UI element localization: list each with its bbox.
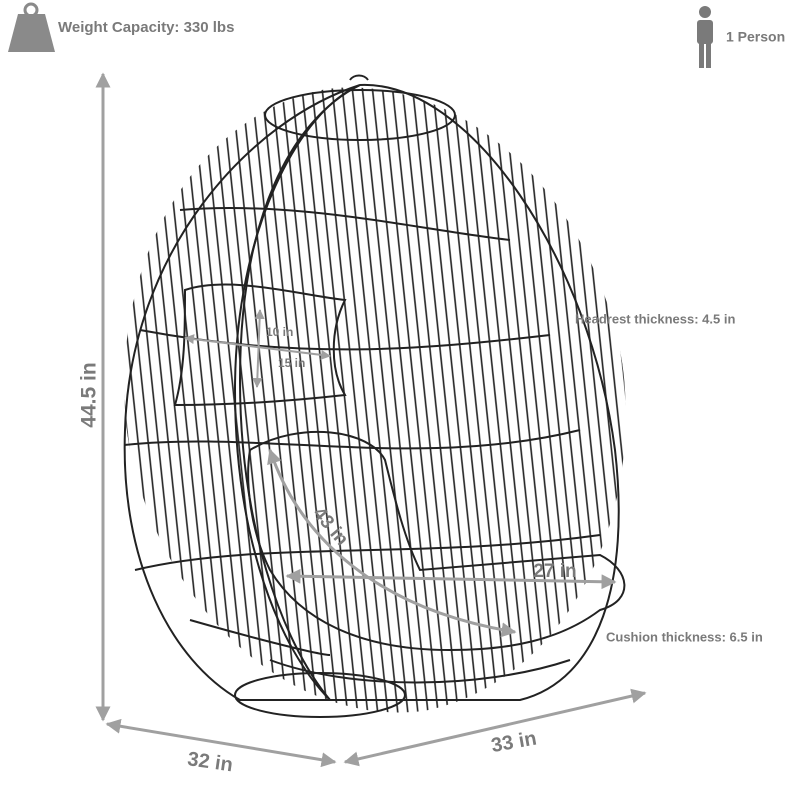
base-depth-label: 32 in bbox=[186, 748, 234, 776]
weight-capacity: Weight Capacity: 330 lbs bbox=[58, 19, 234, 36]
seat-width-arrow bbox=[285, 568, 617, 590]
base-width-arrow bbox=[343, 688, 647, 767]
occupancy: 1 Person bbox=[726, 29, 785, 45]
base-depth-arrow bbox=[105, 718, 337, 768]
egg-chair bbox=[123, 74, 626, 718]
weight-icon bbox=[8, 14, 55, 52]
person-icon bbox=[697, 6, 713, 68]
cushion-thickness: Cushion thickness: 6.5 in bbox=[606, 629, 763, 644]
seat-width-label: 27 in bbox=[533, 561, 576, 582]
headrest-width-label: 15 in bbox=[278, 356, 305, 370]
height-label: 44.5 in bbox=[78, 362, 101, 427]
seat-depth-arrow bbox=[267, 448, 517, 638]
headrest-width-arrow bbox=[184, 334, 331, 360]
base-width-label: 33 in bbox=[490, 728, 539, 758]
weight-handle bbox=[23, 2, 39, 18]
headrest-thickness: Headrest thickness: 4.5 in bbox=[575, 311, 735, 326]
headrest-height-label: 10 in bbox=[266, 325, 293, 339]
